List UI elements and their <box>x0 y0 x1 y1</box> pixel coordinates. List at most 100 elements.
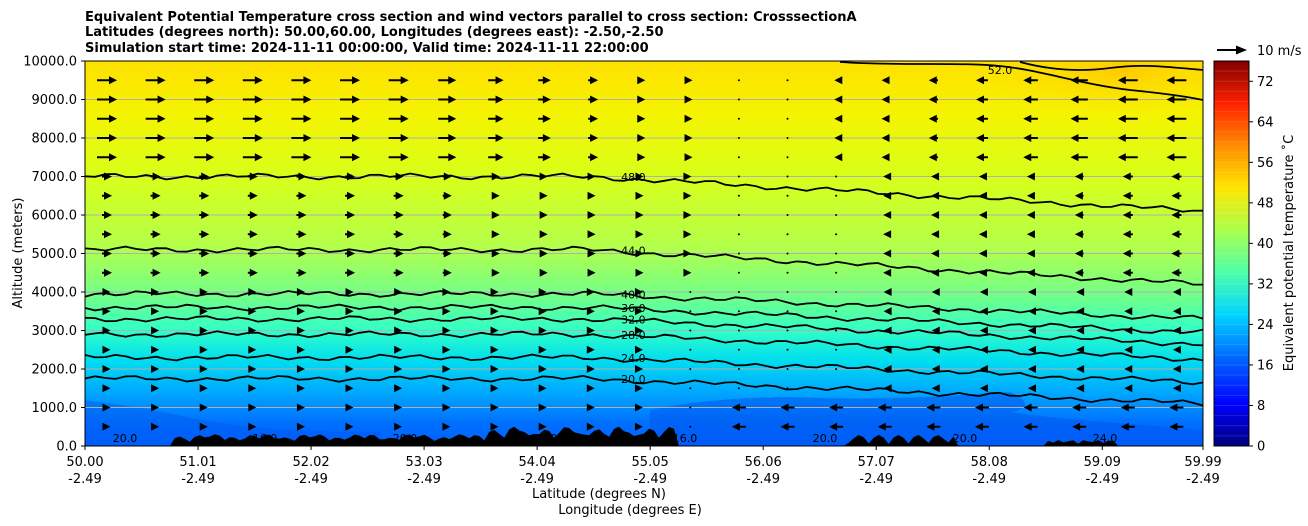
x-tick-label-lon: -2.49 <box>520 472 554 487</box>
wind-vector <box>247 268 258 277</box>
wind-vector-head <box>684 134 693 142</box>
wind-vector-head <box>394 307 403 316</box>
wind-vector <box>689 291 692 293</box>
wind-vector <box>978 230 987 239</box>
wind-vector <box>538 403 547 412</box>
wind-vector <box>442 422 451 431</box>
wind-vector <box>931 172 940 181</box>
surface-contour-label: 20.0 <box>953 432 978 445</box>
wind-vector <box>1124 288 1133 296</box>
wind-vector <box>199 365 208 373</box>
y-tick-label: 9000.0 <box>32 93 78 108</box>
wind-vector <box>388 153 409 162</box>
wind-vector <box>835 175 838 178</box>
wind-vector-head <box>199 422 208 431</box>
wind-vector <box>786 348 789 351</box>
wind-vector <box>978 249 987 258</box>
wind-vector-head <box>303 95 312 104</box>
wind-vector-head <box>1124 345 1133 354</box>
wind-vector <box>976 76 988 85</box>
wind-vector-head <box>683 172 692 181</box>
wind-vector <box>538 422 547 431</box>
wind-vector-head <box>151 384 160 393</box>
wind-vector-head <box>491 191 500 200</box>
wind-vector-head <box>298 230 307 239</box>
wind-vector-head <box>248 384 257 393</box>
wind-vector <box>1023 134 1038 142</box>
wind-vector <box>438 153 457 162</box>
colorbar-tick-label: 64 <box>1257 115 1274 130</box>
wind-vector <box>242 134 263 142</box>
wind-vector <box>1166 153 1187 162</box>
wind-vector-head <box>926 422 935 431</box>
wind-vector <box>883 384 892 393</box>
wind-vector <box>931 326 940 335</box>
wind-vector-head <box>634 307 643 316</box>
wind-vector-head <box>979 365 988 373</box>
wind-vector-head <box>490 384 499 393</box>
y-tick-label: 7000.0 <box>32 170 78 185</box>
contour-label: 32.0 <box>621 313 646 326</box>
wind-vector <box>1124 345 1133 354</box>
contour-line <box>85 330 1203 362</box>
wind-vector <box>345 384 354 393</box>
wind-vector-head <box>931 365 940 373</box>
wind-vector-head <box>634 365 643 373</box>
wind-vector-head <box>296 403 305 412</box>
wind-vector-head <box>490 326 499 335</box>
wind-vector <box>635 211 644 219</box>
wind-vector <box>394 288 403 296</box>
wind-vector <box>291 76 312 85</box>
wind-vector-head <box>587 211 596 219</box>
wind-vector <box>97 153 117 162</box>
wind-vector-head <box>542 76 551 85</box>
wind-vector <box>491 211 500 219</box>
wind-vector-head <box>590 134 599 142</box>
wind-vector-head <box>199 384 208 393</box>
wind-vector <box>979 365 988 373</box>
wind-vector <box>345 249 356 258</box>
wind-vector <box>488 114 504 123</box>
wind-vector-head <box>400 76 409 85</box>
wind-vector <box>881 134 890 142</box>
wind-vector <box>194 76 215 85</box>
wind-vector-head <box>1023 422 1032 431</box>
wind-vector-head <box>1076 345 1085 354</box>
wind-vector-head <box>296 345 305 354</box>
wind-vector-head <box>102 422 111 431</box>
wind-vector-head <box>104 249 112 258</box>
wind-vector-head <box>490 307 499 316</box>
colorbar-tick-label: 56 <box>1257 156 1274 171</box>
wind-vector <box>296 288 305 296</box>
wind-vector-head <box>443 172 452 181</box>
wind-vector <box>102 268 112 277</box>
wind-vector-head <box>1166 153 1175 162</box>
wind-vector-head <box>201 211 210 219</box>
wind-vector-head <box>442 288 451 296</box>
wind-vector-head <box>883 345 892 354</box>
wind-vector <box>539 191 548 200</box>
wind-vector-head <box>345 326 354 335</box>
colorbar-ticks: 0 8 16 24 32 40 48 56 64 72 <box>1249 75 1274 455</box>
wind-vector <box>931 384 940 393</box>
wind-vector-head <box>1076 326 1085 335</box>
wind-vector-head <box>1028 288 1037 296</box>
wind-vector <box>683 172 692 181</box>
contour-label: 40.0 <box>621 288 646 301</box>
contour-line <box>85 353 1203 386</box>
wind-vector-head <box>249 211 258 219</box>
wind-vector-head <box>1172 345 1181 354</box>
wind-vector <box>442 211 452 219</box>
wind-vector <box>438 134 457 142</box>
contour-label: 48.0 <box>621 171 646 184</box>
wind-vector <box>637 114 646 123</box>
wind-vector-head <box>881 114 890 123</box>
wind-vector-head <box>590 114 599 123</box>
wind-vector-head <box>539 249 548 258</box>
x-axis-label-longitude: Longitude (degrees E) <box>558 503 702 518</box>
wind-vector <box>1172 288 1181 296</box>
wind-vector-head <box>296 288 305 296</box>
wind-vector <box>490 422 499 431</box>
wind-vector-head <box>683 230 692 239</box>
